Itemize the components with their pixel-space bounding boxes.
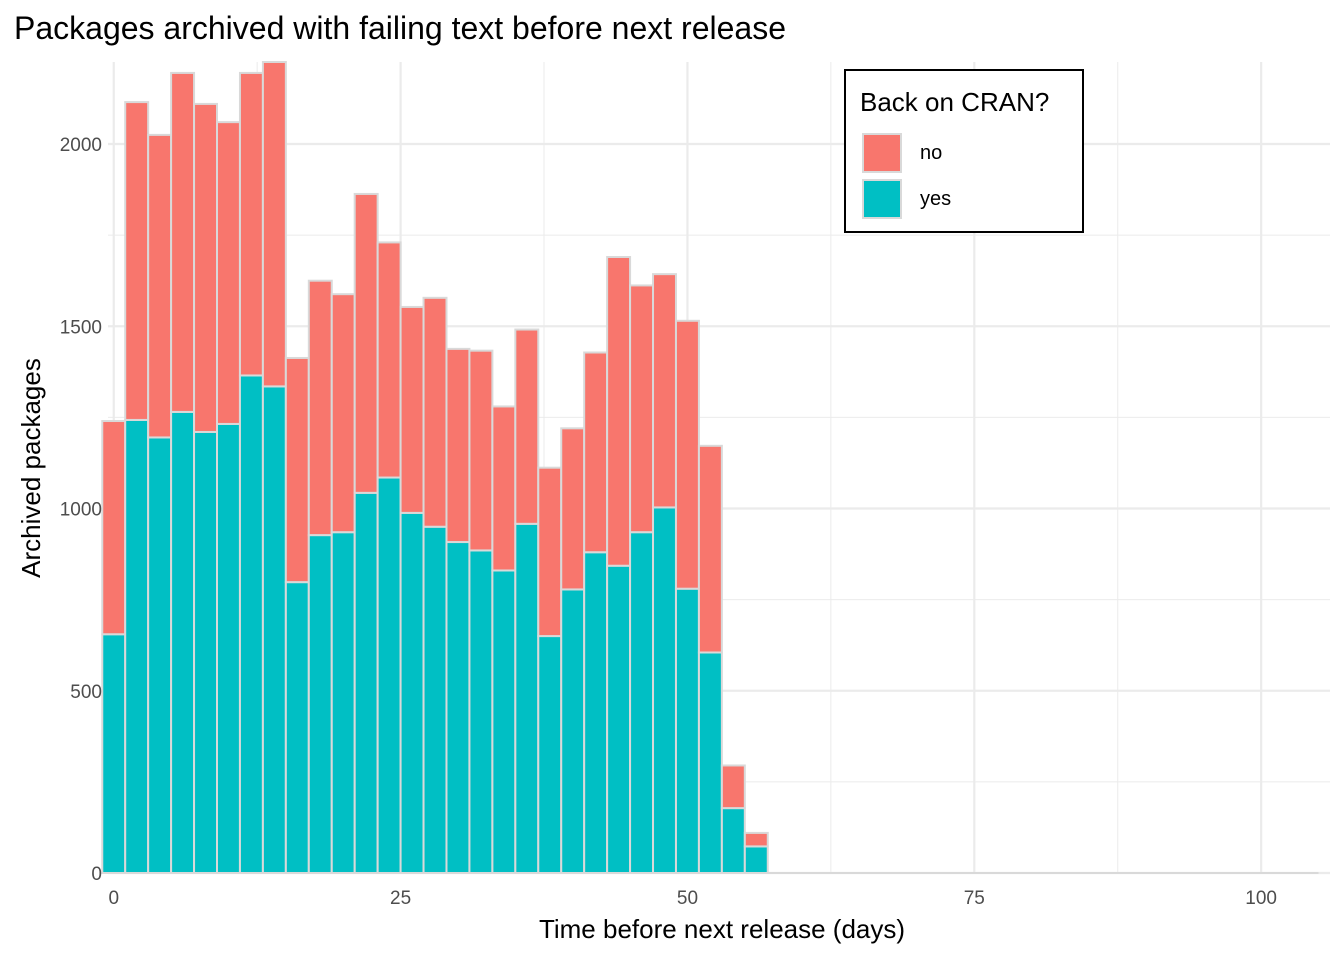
bar-yes xyxy=(261,385,287,874)
bar-yes xyxy=(606,564,632,875)
tick-labels: 0 500 1000 1500 2000 0 25 50 75 100 xyxy=(60,135,1277,909)
bar-yes xyxy=(560,588,586,875)
legend-swatch-no xyxy=(862,133,902,173)
bar-yes xyxy=(307,534,333,874)
bar-yes xyxy=(216,422,241,874)
bar-no xyxy=(583,351,609,554)
bar-yes xyxy=(468,549,494,874)
bar-no xyxy=(743,831,769,848)
bar-yes xyxy=(743,845,769,874)
bar-no xyxy=(330,293,356,534)
bar-yes xyxy=(720,807,746,874)
legend: Back on CRAN? no yes xyxy=(844,69,1084,233)
y-tick-label: 1000 xyxy=(60,500,102,521)
bar-yes xyxy=(514,522,540,874)
bar-yes xyxy=(238,374,264,874)
bar-yes xyxy=(124,418,150,874)
x-tick-label: 0 xyxy=(108,888,119,909)
bar-yes xyxy=(537,635,563,875)
bar-no xyxy=(101,420,127,636)
bar-yes xyxy=(422,525,448,874)
bar-yes xyxy=(697,651,723,874)
x-tick-label: 25 xyxy=(390,888,411,909)
bar-no xyxy=(720,764,746,810)
bar-yes xyxy=(170,410,196,874)
bar-no xyxy=(238,71,264,377)
bars xyxy=(101,61,1319,875)
x-tick-label: 50 xyxy=(677,888,698,909)
bar-yes xyxy=(284,581,310,874)
bar-no xyxy=(124,101,150,421)
bar-yes xyxy=(583,551,609,874)
legend-label-no: no xyxy=(920,142,943,164)
bar-no xyxy=(445,347,471,544)
y-tick-label: 2000 xyxy=(60,135,102,156)
bar-yes xyxy=(147,436,173,874)
bar-yes xyxy=(399,511,425,875)
x-tick-label: 100 xyxy=(1245,888,1277,909)
bar-yes xyxy=(652,506,677,874)
bar-yes xyxy=(674,587,700,874)
bar-no xyxy=(193,102,219,433)
bar-no xyxy=(629,284,655,534)
x-tick-label: 75 xyxy=(964,888,985,909)
chart-title: Packages archived with failing text befo… xyxy=(14,10,786,46)
bar-no xyxy=(514,328,540,525)
bar-no xyxy=(284,356,310,584)
bar-no xyxy=(468,349,494,552)
bar-yes xyxy=(101,633,127,874)
bar-no xyxy=(170,71,196,413)
bar-no xyxy=(261,61,287,388)
bar-no xyxy=(422,296,448,528)
bar-yes xyxy=(445,541,471,875)
legend-title: Back on CRAN? xyxy=(860,87,1050,117)
y-tick-label: 1500 xyxy=(60,317,102,338)
y-tick-label: 0 xyxy=(91,864,102,885)
bar-no xyxy=(491,405,517,572)
bar-yes xyxy=(193,430,219,874)
bar-yes xyxy=(629,531,655,874)
x-axis-title: Time before next release (days) xyxy=(539,914,905,944)
legend-label-yes: yes xyxy=(920,188,952,210)
y-axis-title: Archived packages xyxy=(16,358,46,578)
bar-no xyxy=(652,273,677,509)
bar-no xyxy=(376,241,402,479)
bar-no xyxy=(307,279,333,537)
y-tick-label: 500 xyxy=(70,682,102,703)
legend-swatch-yes xyxy=(862,179,902,219)
bar-yes xyxy=(330,531,356,874)
bar-no xyxy=(353,192,379,494)
bar-no xyxy=(674,319,700,590)
bar-no xyxy=(606,256,632,567)
bar-no xyxy=(147,133,173,439)
bar-no xyxy=(560,427,586,591)
bar-yes xyxy=(376,476,402,874)
bar-yes xyxy=(353,491,379,874)
bar-no xyxy=(216,121,241,425)
bar-no xyxy=(537,466,563,638)
bar-no xyxy=(697,444,723,654)
bar-yes xyxy=(491,569,517,874)
bar-no xyxy=(399,305,425,514)
